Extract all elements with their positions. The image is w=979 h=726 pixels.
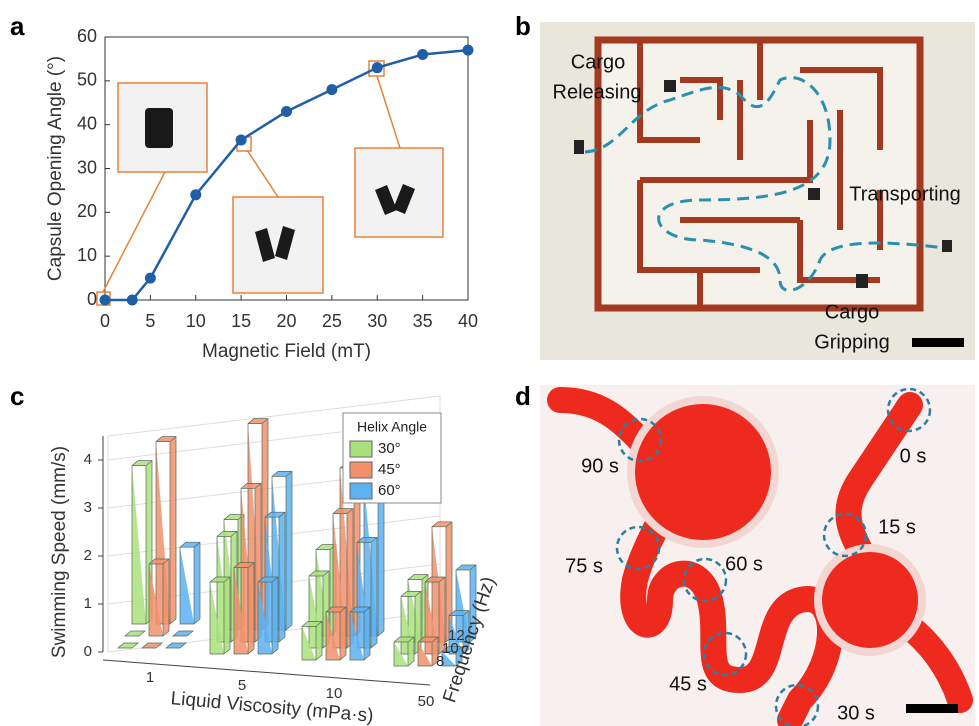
legend-swatch [350,441,372,457]
data-point [190,189,201,200]
x-tick-label: 5 [238,677,246,694]
x-tick-label: 0 [100,311,110,331]
x-tick-label: 50 [418,693,435,710]
y-tick-label: 2 [84,547,92,564]
annotation: Cargo [571,51,625,73]
annotation: Transporting [849,183,961,205]
y-tick-label: 0 [84,643,92,660]
x-tick-label: 35 [413,311,433,331]
panel-label: a [10,11,25,41]
y-tick-label: 20 [77,201,97,221]
robot [942,240,952,252]
bar [125,631,145,636]
annotation: 90 s [581,455,619,477]
y-tick-label: 0 [87,289,97,309]
y-axis-label: Capsule Opening Angle (°) [45,56,66,281]
bar [173,631,193,636]
x-tick-label: 25 [322,311,342,331]
bar [142,643,162,648]
x-tick-label: 40 [458,311,478,331]
robot [856,274,868,288]
legend-label: 30° [378,440,401,457]
y-tick-label: 1 [84,595,92,612]
annotation: 0 s [900,445,927,467]
x-tick-label: 10 [186,311,206,331]
chamber [818,548,922,652]
robot [574,140,584,154]
legend-title: Helix Angle [357,419,427,435]
y-tick-label: 3 [84,499,92,516]
data-point [236,135,247,146]
data-point [372,62,383,73]
y-tick-label: 4 [84,451,92,468]
annotation: Cargo [825,301,879,323]
bar [118,643,138,648]
y-axis-label: Swimming Speed (mm/s) [49,446,70,658]
bar [180,542,200,624]
x-tick-label: 10 [326,685,343,702]
x-tick-label: 30 [367,311,387,331]
bar [166,643,186,648]
x-axis-label: Magnetic Field (mT) [202,341,371,362]
data-point [281,106,292,117]
panel-label: d [515,381,531,411]
data-point [145,273,156,284]
data-point [326,84,337,95]
data-point [127,295,138,306]
y-tick-label: 50 [77,70,97,90]
y-tick-label: 30 [77,157,97,177]
annotation: 30 s [837,702,875,724]
data-point [100,295,111,306]
annotation: 15 s [878,516,916,538]
y-tick-label: 40 [77,113,97,133]
annotation: 60 s [725,553,763,575]
annotation: 75 s [565,555,603,577]
legend-swatch [350,483,372,499]
x-tick-label: 1 [146,669,154,686]
panel-label: b [515,11,531,41]
annotation: 45 s [669,673,707,695]
x-tick-label: 5 [145,311,155,331]
chamber [631,400,775,544]
y-tick-label: 10 [77,245,97,265]
x-tick-label: 15 [231,311,251,331]
data-point [417,49,428,60]
x-axis-label: Liquid Viscosity (mPa·s) [170,688,374,726]
scale-bar [912,338,964,347]
legend-label: 45° [378,461,401,478]
x-tick-label: 20 [276,311,296,331]
robot [808,188,820,200]
panel-label: c [10,381,24,411]
robot [664,80,676,92]
scale-bar [906,704,958,713]
legend-label: 60° [378,482,401,499]
y-tick-label: 60 [77,26,97,46]
annotation: Releasing [553,81,642,103]
legend-swatch [350,462,372,478]
annotation: Gripping [814,331,890,353]
figure: a01020304050600510152025303540Magnetic F… [0,0,979,726]
data-point [463,45,474,56]
insets [97,61,443,305]
